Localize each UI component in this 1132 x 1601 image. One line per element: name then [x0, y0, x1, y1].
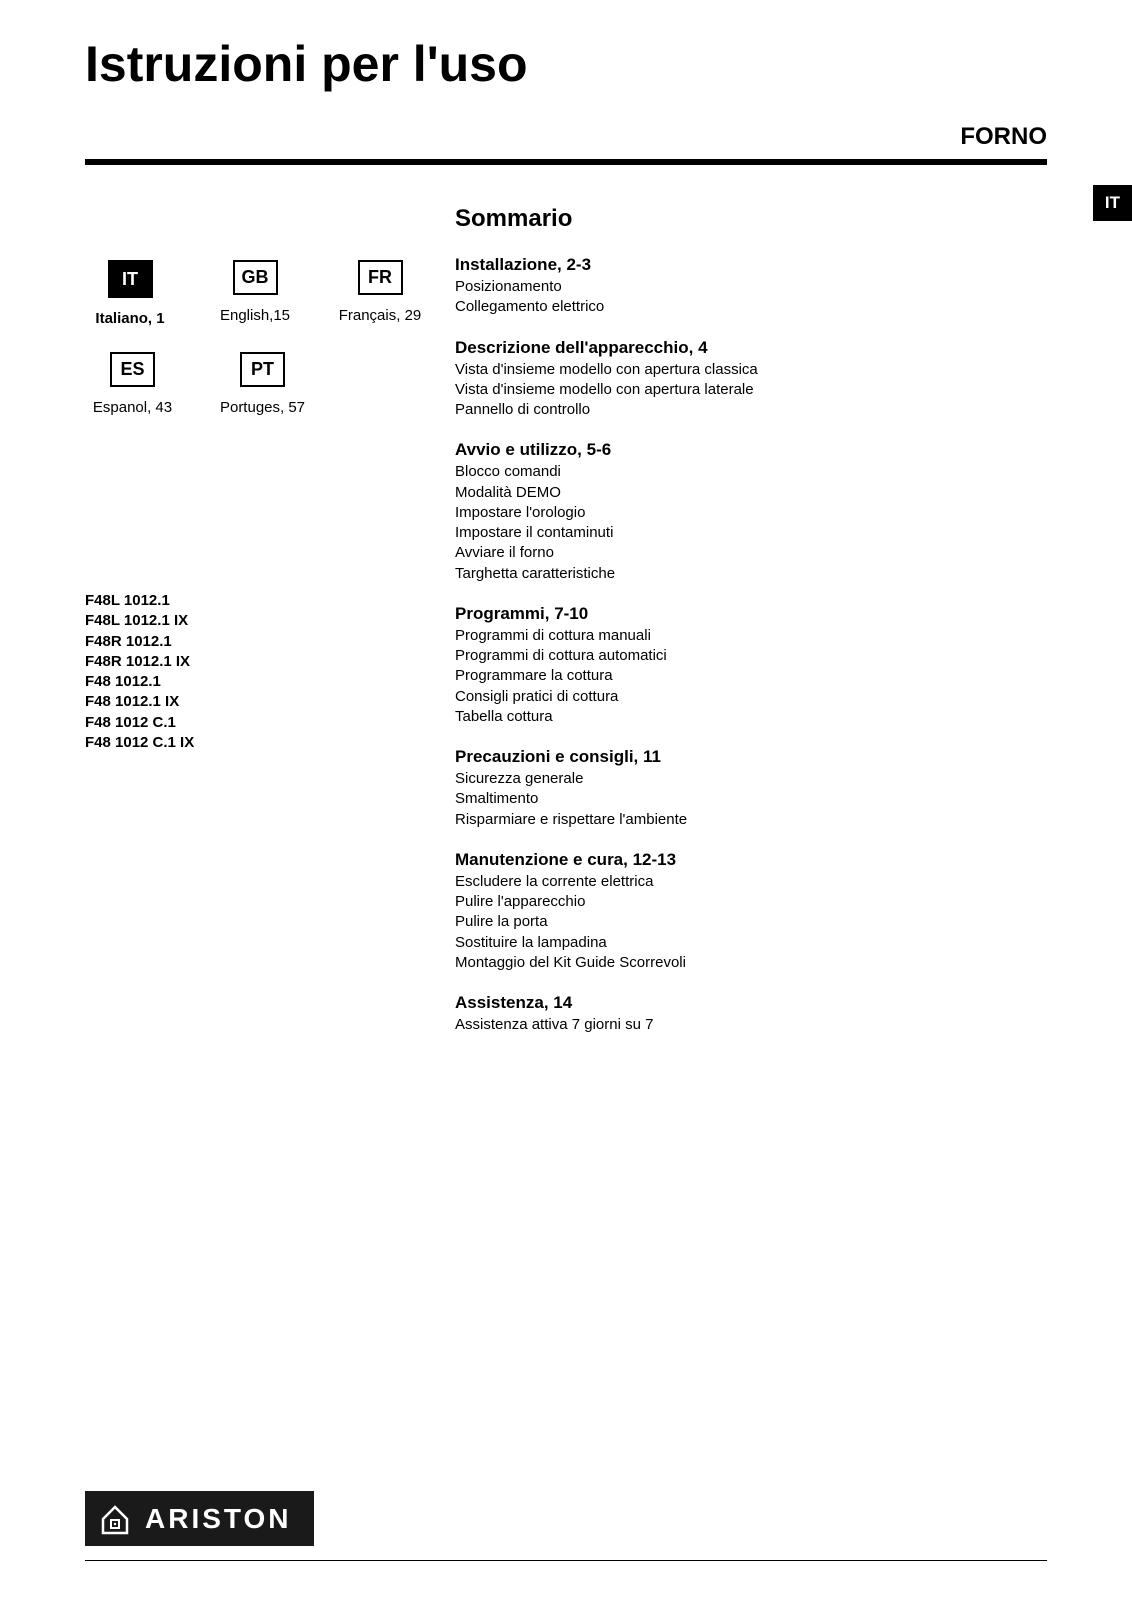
- toc-heading: Avvio e utilizzo, 5-6: [455, 440, 1047, 460]
- toc-item: Posizionamento: [455, 277, 1047, 297]
- toc-item: Modalità DEMO: [455, 483, 1047, 503]
- language-row-1: IT Italiano, 1 GB English,15 FR Français…: [85, 260, 425, 327]
- toc-item: Impostare il contaminuti: [455, 523, 1047, 543]
- model-number: F48 1012.1 IX: [85, 692, 425, 712]
- toc-item: Tabella cottura: [455, 707, 1047, 727]
- content-columns: IT Italiano, 1 GB English,15 FR Français…: [85, 205, 1047, 1491]
- language-label: English,15: [210, 307, 300, 324]
- language-label: Portuges, 57: [215, 399, 310, 416]
- left-column: IT Italiano, 1 GB English,15 FR Français…: [85, 205, 425, 1491]
- toc-heading: Descrizione dell'apparecchio, 4: [455, 338, 1047, 358]
- model-number: F48R 1012.1 IX: [85, 652, 425, 672]
- toc-item: Programmi di cottura automatici: [455, 646, 1047, 666]
- footer-rule: [85, 1560, 1047, 1561]
- toc-item: Impostare l'orologio: [455, 503, 1047, 523]
- toc-heading: Manutenzione e cura, 12-13: [455, 850, 1047, 870]
- toc-section: Programmi, 7-10 Programmi di cottura man…: [455, 604, 1047, 727]
- language-box-pt: PT: [240, 352, 285, 387]
- toc-item: Montaggio del Kit Guide Scorrevoli: [455, 953, 1047, 973]
- language-item: GB English,15: [210, 260, 300, 327]
- toc-item: Assistenza attiva 7 giorni su 7: [455, 1015, 1047, 1035]
- language-label: Espanol, 43: [85, 399, 180, 416]
- toc-item: Blocco comandi: [455, 462, 1047, 482]
- toc-title: Sommario: [455, 205, 1047, 233]
- model-number: F48R 1012.1: [85, 632, 425, 652]
- brand-name: ARISTON: [145, 1503, 292, 1535]
- toc-item: Escludere la corrente elettrica: [455, 872, 1047, 892]
- toc-heading: Assistenza, 14: [455, 993, 1047, 1013]
- toc-item: Pulire l'apparecchio: [455, 892, 1047, 912]
- toc-item: Pannello di controllo: [455, 400, 1047, 420]
- model-number: F48 1012 C.1: [85, 713, 425, 733]
- language-item: PT Portuges, 57: [215, 352, 310, 416]
- house-icon: [99, 1503, 131, 1535]
- toc-item: Smaltimento: [455, 789, 1047, 809]
- toc-item: Avviare il forno: [455, 543, 1047, 563]
- toc-item: Collegamento elettrico: [455, 297, 1047, 317]
- toc-heading: Programmi, 7-10: [455, 604, 1047, 624]
- language-side-tab: IT: [1093, 185, 1132, 221]
- language-box-es: ES: [110, 352, 155, 387]
- language-box-gb: GB: [233, 260, 278, 295]
- language-item: FR Français, 29: [335, 260, 425, 327]
- toc-item: Programmare la cottura: [455, 666, 1047, 686]
- language-label: Italiano, 1: [85, 310, 175, 327]
- right-column: Sommario Installazione, 2-3 Posizionamen…: [455, 205, 1047, 1491]
- toc-section: Precauzioni e consigli, 11 Sicurezza gen…: [455, 747, 1047, 830]
- language-label: Français, 29: [335, 307, 425, 324]
- toc-heading: Precauzioni e consigli, 11: [455, 747, 1047, 767]
- language-row-2: ES Espanol, 43 PT Portuges, 57: [85, 352, 425, 416]
- toc-item: Targhetta caratteristiche: [455, 564, 1047, 584]
- document-title: Istruzioni per l'uso: [85, 35, 1047, 93]
- language-item: IT Italiano, 1: [85, 260, 175, 327]
- toc-item: Sostituire la lampadina: [455, 933, 1047, 953]
- model-number: F48 1012.1: [85, 672, 425, 692]
- title-rule: [85, 159, 1047, 165]
- footer: ARISTON: [85, 1491, 1047, 1561]
- toc-item: Consigli pratici di cottura: [455, 687, 1047, 707]
- model-numbers: F48L 1012.1 F48L 1012.1 IX F48R 1012.1 F…: [85, 591, 425, 753]
- toc-item: Vista d'insieme modello con apertura cla…: [455, 360, 1047, 380]
- toc-item: Sicurezza generale: [455, 769, 1047, 789]
- toc-section: Avvio e utilizzo, 5-6 Blocco comandi Mod…: [455, 440, 1047, 584]
- toc-section: Manutenzione e cura, 12-13 Escludere la …: [455, 850, 1047, 973]
- page: Istruzioni per l'uso FORNO IT IT Italian…: [0, 0, 1132, 1601]
- model-number: F48L 1012.1: [85, 591, 425, 611]
- language-box-fr: FR: [358, 260, 403, 295]
- toc-item: Programmi di cottura manuali: [455, 626, 1047, 646]
- product-type: FORNO: [85, 123, 1047, 151]
- language-item: ES Espanol, 43: [85, 352, 180, 416]
- toc-item: Risparmiare e rispettare l'ambiente: [455, 810, 1047, 830]
- language-box-it: IT: [108, 260, 153, 298]
- toc-heading: Installazione, 2-3: [455, 255, 1047, 275]
- model-number: F48 1012 C.1 IX: [85, 733, 425, 753]
- toc-section: Assistenza, 14 Assistenza attiva 7 giorn…: [455, 993, 1047, 1035]
- toc-section: Installazione, 2-3 Posizionamento Colleg…: [455, 255, 1047, 318]
- brand-logo: ARISTON: [85, 1491, 314, 1546]
- toc-item: Pulire la porta: [455, 912, 1047, 932]
- model-number: F48L 1012.1 IX: [85, 611, 425, 631]
- toc-section: Descrizione dell'apparecchio, 4 Vista d'…: [455, 338, 1047, 421]
- toc-item: Vista d'insieme modello con apertura lat…: [455, 380, 1047, 400]
